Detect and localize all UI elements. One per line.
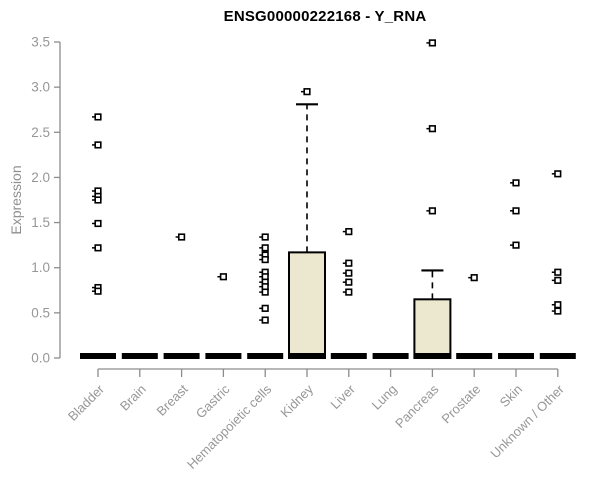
outlier-point (554, 276, 562, 284)
category-label: Bladder (65, 381, 108, 424)
y-tick-label: 2.0 (31, 170, 50, 185)
y-tick-label: 1.0 (31, 260, 50, 275)
median-bar (289, 353, 325, 359)
outlier-point (554, 268, 562, 276)
outlier-point (428, 39, 437, 47)
median-bar (539, 353, 576, 359)
outlier-point (345, 269, 353, 277)
y-tick-label: 0.5 (31, 305, 50, 320)
outlier-point (345, 228, 353, 236)
outlier-point (94, 244, 102, 252)
outlier-point (261, 288, 269, 296)
y-tick-label: 3.0 (31, 80, 50, 95)
outlier-point (345, 288, 353, 296)
category-label: Gastric (193, 381, 233, 421)
category-label: Brain (117, 382, 149, 414)
box (288, 251, 326, 359)
category-label: Kidney (277, 381, 316, 420)
category-label: Breast (154, 381, 191, 418)
median-bar (456, 353, 493, 359)
median-bar (247, 353, 284, 359)
y-tick-label: 3.5 (31, 35, 50, 50)
outlier-point (428, 207, 437, 215)
median-bar (121, 353, 158, 359)
outlier-point (554, 307, 562, 315)
category-label: Skin (497, 382, 525, 410)
y-tick-label: 0.0 (31, 351, 50, 366)
category-label: Prostate (438, 382, 483, 427)
outlier-point (94, 141, 102, 149)
outlier-point (261, 255, 269, 264)
outlier-point (178, 233, 186, 241)
outlier-point (94, 219, 102, 228)
outlier-point (261, 316, 269, 324)
outlier-point (219, 273, 228, 281)
category-label: Pancreas (392, 381, 442, 431)
outlier-point (94, 287, 102, 295)
median-bar (330, 353, 367, 359)
y-tick-label: 1.5 (31, 215, 50, 230)
box (413, 298, 452, 360)
outlier-point (512, 179, 520, 187)
median-bar (372, 353, 409, 359)
outlier-point (94, 196, 102, 204)
median-bar (205, 353, 242, 359)
outlier-point (345, 278, 353, 286)
outlier-point (261, 233, 269, 241)
outlier-point (261, 244, 269, 252)
median-bar (414, 353, 451, 359)
outlier-point (512, 207, 520, 215)
outlier-point (554, 170, 562, 178)
category-label: Lung (369, 382, 400, 413)
outlier-point (428, 125, 437, 133)
outlier-point (554, 301, 562, 309)
outlier-point (303, 88, 311, 96)
outlier-point (512, 241, 520, 249)
category-label: Unknown / Other (487, 381, 567, 461)
chart-title: ENSG00000222168 - Y_RNA (223, 8, 427, 25)
category-label: Liver (327, 381, 358, 412)
median-bar (498, 353, 534, 359)
median-bar (80, 353, 116, 359)
outlier-point (470, 274, 478, 282)
outlier-point (94, 113, 102, 121)
outlier-point (261, 304, 269, 312)
median-bar (163, 353, 200, 359)
y-tick-label: 2.5 (31, 125, 50, 140)
outlier-point (345, 259, 353, 267)
